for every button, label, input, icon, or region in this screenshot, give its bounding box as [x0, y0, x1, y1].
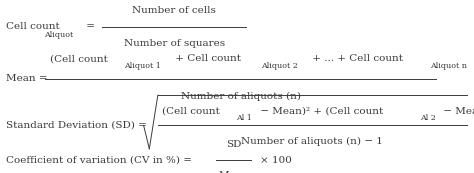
Text: (Cell count: (Cell count — [162, 106, 219, 115]
Text: Aliquot 1: Aliquot 1 — [125, 62, 161, 70]
Text: Aliquot n: Aliquot n — [430, 62, 467, 70]
Text: Standard Deviation (SD) =: Standard Deviation (SD) = — [6, 121, 146, 130]
Text: − Mean)² + (Cell count: − Mean)² + (Cell count — [257, 106, 383, 115]
Text: Mean =: Mean = — [6, 74, 47, 83]
Text: Number of aliquots (n): Number of aliquots (n) — [181, 92, 301, 101]
Text: SD: SD — [226, 140, 241, 149]
Text: Mean: Mean — [219, 171, 248, 173]
Text: Number of cells: Number of cells — [132, 6, 216, 15]
Text: Cell count: Cell count — [6, 22, 59, 31]
Text: =: = — [83, 22, 95, 31]
Text: Coefficient of variation (CV in %) =: Coefficient of variation (CV in %) = — [6, 156, 191, 165]
Text: Al 2: Al 2 — [419, 114, 436, 122]
Text: Al 1: Al 1 — [237, 114, 252, 122]
Text: + ... + Cell count: + ... + Cell count — [309, 54, 402, 63]
Text: Number of squares: Number of squares — [124, 39, 225, 48]
Text: Aliquot: Aliquot — [44, 31, 73, 39]
Text: − Mean)² + ... + (Cell count: − Mean)² + ... + (Cell count — [440, 106, 474, 115]
Text: Aliquot 2: Aliquot 2 — [261, 62, 298, 70]
Text: Number of aliquots (n) − 1: Number of aliquots (n) − 1 — [241, 137, 383, 146]
Text: × 100: × 100 — [260, 156, 292, 165]
Text: (Cell count: (Cell count — [50, 54, 108, 63]
Text: + Cell count: + Cell count — [172, 54, 241, 63]
